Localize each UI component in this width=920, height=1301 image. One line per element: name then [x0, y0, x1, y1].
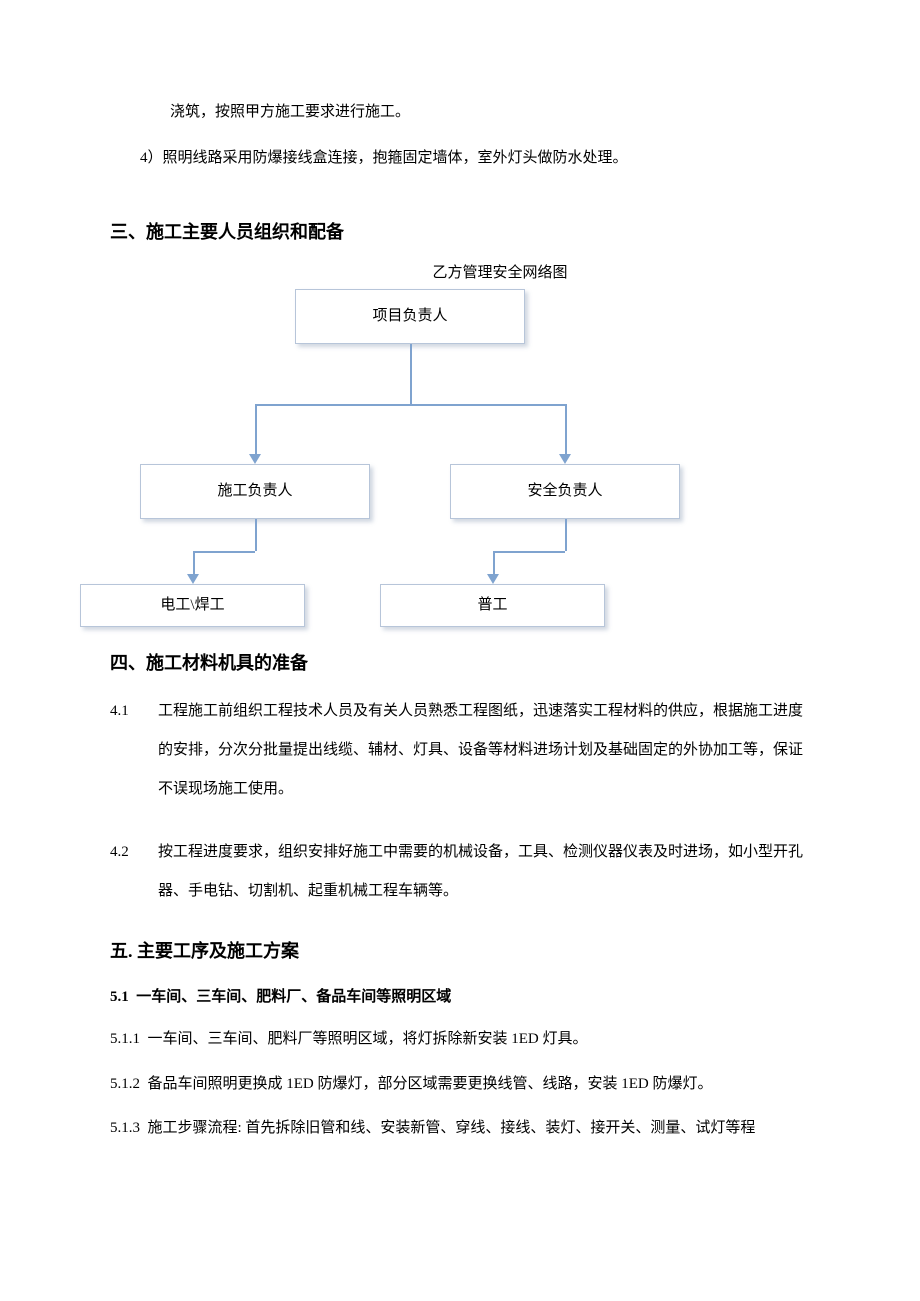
section-4-heading: 四、施工材料机具的准备 — [110, 649, 810, 678]
connector-line — [410, 344, 412, 404]
arrow-down-icon — [559, 454, 571, 464]
arrow-down-icon — [249, 454, 261, 464]
connector-line — [193, 551, 256, 553]
org-node-elec: 电工\焊工 — [80, 584, 305, 627]
top-line-1: 浇筑，按照甲方施工要求进行施工。 — [110, 100, 810, 124]
connector-line — [255, 404, 257, 454]
connector-line — [255, 404, 410, 406]
org-node-cons: 施工负责人 — [140, 464, 370, 519]
arrow-down-icon — [187, 574, 199, 584]
connector-line — [565, 519, 567, 552]
line-number: 5.1.2 — [110, 1076, 140, 1092]
org-chart: 项目负责人施工负责人安全负责人电工\焊工普工 — [110, 289, 810, 629]
sub-number: 5.1 — [110, 989, 129, 1005]
org-node-safe: 安全负责人 — [450, 464, 680, 519]
connector-line — [410, 404, 565, 406]
section-5-heading: 五. 主要工序及施工方案 — [110, 937, 810, 966]
section-5-line: 5.1.1 一车间、三车间、肥料厂等照明区域，将灯拆除新安装 1ED 灯具。 — [110, 1025, 810, 1054]
line-text: 备品车间照明更换成 1ED 防爆灯，部分区域需要更换线管、线路，安装 1ED 防… — [148, 1076, 713, 1092]
diagram-title: 乙方管理安全网络图 — [110, 261, 810, 285]
connector-line — [493, 551, 566, 553]
sub-title: 一车间、三车间、肥料厂、备品车间等照明区域 — [136, 989, 451, 1005]
section-4-item: 4.1工程施工前组织工程技术人员及有关人员熟悉工程图纸，迅速落实工程材料的供应，… — [110, 692, 810, 809]
item-number: 4.1 — [110, 692, 158, 731]
line-text: 一车间、三车间、肥料厂等照明区域，将灯拆除新安装 1ED 灯具。 — [148, 1031, 588, 1047]
connector-line — [255, 519, 257, 552]
line-text: 施工步骤流程: 首先拆除旧管和线、安装新管、穿线、接线、装灯、接开关、测量、试灯… — [148, 1120, 756, 1136]
org-node-pm: 项目负责人 — [295, 289, 525, 344]
line-number: 5.1.3 — [110, 1120, 140, 1136]
section-5-subheading: 5.1 一车间、三车间、肥料厂、备品车间等照明区域 — [110, 985, 810, 1009]
section-5-line: 5.1.2 备品车间照明更换成 1ED 防爆灯，部分区域需要更换线管、线路，安装… — [110, 1070, 810, 1099]
connector-line — [493, 551, 495, 574]
connector-line — [565, 404, 567, 454]
item-number: 4.2 — [110, 833, 158, 872]
section-4-item: 4.2按工程进度要求，组织安排好施工中需要的机械设备，工具、检测仪器仪表及时进场… — [110, 833, 810, 911]
connector-line — [193, 551, 195, 574]
section-3-heading: 三、施工主要人员组织和配备 — [110, 218, 810, 247]
line-number: 5.1.1 — [110, 1031, 140, 1047]
item-text: 工程施工前组织工程技术人员及有关人员熟悉工程图纸，迅速落实工程材料的供应，根据施… — [158, 692, 806, 809]
arrow-down-icon — [487, 574, 499, 584]
top-line-2: 4）照明线路采用防爆接线盒连接，抱箍固定墙体，室外灯头做防水处理。 — [110, 146, 810, 170]
section-5-line: 5.1.3 施工步骤流程: 首先拆除旧管和线、安装新管、穿线、接线、装灯、接开关… — [110, 1114, 810, 1143]
item-text: 按工程进度要求，组织安排好施工中需要的机械设备，工具、检测仪器仪表及时进场，如小… — [158, 833, 806, 911]
org-node-gen: 普工 — [380, 584, 605, 627]
